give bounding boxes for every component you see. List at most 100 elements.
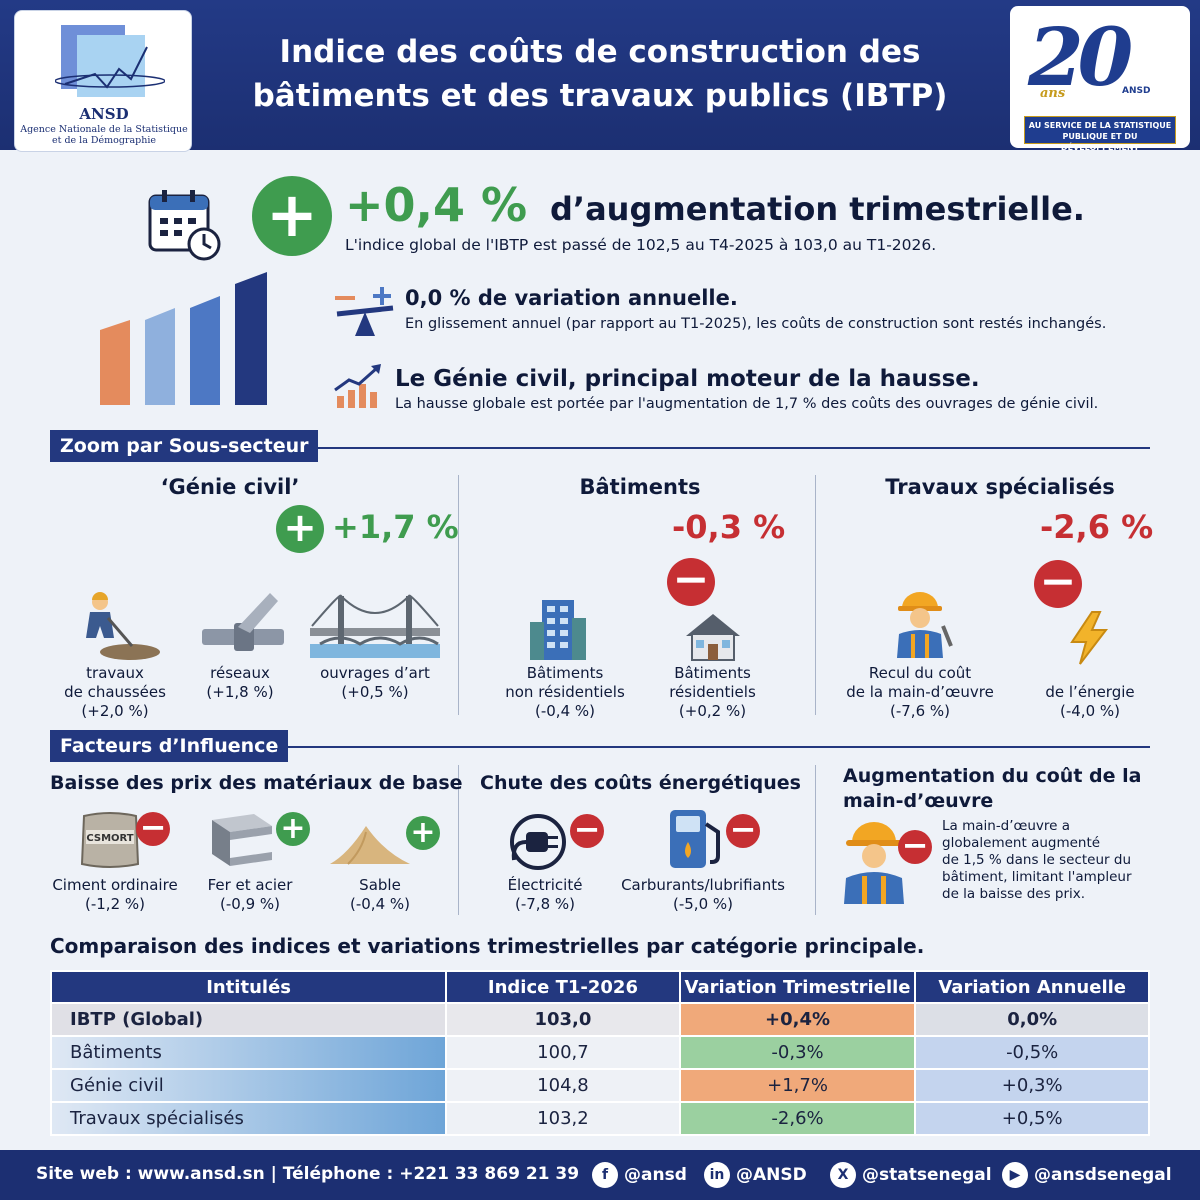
calendar-clock-icon	[148, 190, 221, 261]
driver-title: Le Génie civil, principal moteur de la h…	[395, 366, 980, 392]
item-labour-cost-label1: Recul du coût	[868, 664, 972, 682]
cement-minus-icon: −	[136, 811, 170, 846]
item-road-works-label1: travaux	[86, 664, 144, 682]
header-banner	[0, 0, 1200, 150]
fuel-pump-icon	[670, 810, 720, 868]
labour-title: Augmentation du coût de la main-d’œuvre	[843, 764, 1141, 814]
anniversary-band: AU SERVICE DE LA STATISTIQUE PUBLIQUE ET…	[1024, 116, 1176, 152]
item-labour-cost-value: (-7,6 %)	[890, 702, 950, 720]
logo-swoosh-icon	[55, 46, 165, 89]
ansd-logo: ANSD Agence Nationale de la Statistique …	[14, 10, 192, 152]
column-divider	[815, 475, 816, 715]
title-line-2: bâtiments et des travaux publics (IBTP)	[252, 78, 948, 114]
linkedin-icon: in	[704, 1162, 730, 1188]
item-road-works: travaux de chaussées (+2,0 %)	[60, 664, 170, 721]
anniversary-badge: 20 ans ANSD AU SERVICE DE LA STATISTIQUE…	[1010, 6, 1190, 152]
item-energy-label2: (-4,0 %)	[1060, 702, 1120, 720]
item-residential-label2: résidentiels	[669, 683, 756, 701]
sand-pile-icon	[330, 826, 410, 865]
social-youtube[interactable]: ▶ @ansdsenegal	[1002, 1162, 1172, 1188]
table-cell: -0,5%	[914, 1035, 1150, 1070]
lightning-icon	[1070, 611, 1109, 665]
x-handle: @statsenegal	[862, 1165, 992, 1185]
travaux-title: Travaux spécialisés	[885, 475, 1115, 499]
item-fuel-value: (-5,0 %)	[673, 895, 733, 913]
facebook-handle: @ansd	[624, 1165, 687, 1185]
construction-worker-icon	[897, 592, 953, 658]
balance-scale-icon	[335, 287, 394, 336]
fuel-minus-icon: −	[726, 813, 760, 848]
anniversary-number: 20	[1028, 10, 1133, 104]
item-steel: Fer et acier (-0,9 %)	[195, 876, 305, 914]
item-non-residential: Bâtiments non résidentiels (-0,4 %)	[490, 664, 640, 721]
logo-acronym: ANSD	[79, 105, 129, 123]
item-residential: Bâtiments résidentiels (+0,2 %)	[655, 664, 770, 721]
table-header-cell: Variation Trimestrielle	[678, 970, 917, 1004]
quarterly-change-title: d’augmentation trimestrielle.	[550, 190, 1085, 228]
item-non-residential-value: (-0,4 %)	[535, 702, 595, 720]
social-facebook[interactable]: f @ansd	[592, 1162, 687, 1188]
item-cement-value: (-1,2 %)	[85, 895, 145, 913]
item-structures-label1: ouvrages d’art	[320, 664, 430, 682]
labour-text-line: La main-d’œuvre a	[942, 818, 1071, 834]
table-row: IBTP (Global) 103,0 +0,4% 0,0%	[49, 1002, 1150, 1037]
quarterly-change-subtitle: L'indice global de l'IBTP est passé de 1…	[345, 236, 937, 254]
energy-title: Chute des coûts énergétiques	[480, 772, 801, 794]
labour-title-line1: Augmentation du coût de la	[843, 765, 1142, 787]
electric-plug-icon	[510, 814, 566, 870]
item-energy-label1: de l’énergie	[1045, 683, 1135, 701]
item-cement: Ciment ordinaire (-1,2 %)	[40, 876, 190, 914]
column-divider	[815, 765, 816, 915]
item-non-residential-label2: non résidentiels	[505, 683, 625, 701]
x-icon: X	[830, 1162, 856, 1188]
labour-title-line2: main-d’œuvre	[843, 790, 994, 812]
cement-bag-icon: CSMORT	[80, 812, 140, 868]
zoom-divider	[50, 447, 1150, 449]
item-energy: de l’énergie (-4,0 %)	[1030, 683, 1150, 721]
factors-heading: Facteurs d’Influence	[50, 730, 289, 762]
genie-civil-title: ‘Génie civil’	[160, 475, 300, 499]
social-x[interactable]: X @statsenegal	[830, 1162, 992, 1188]
anniversary-unit: ans	[1040, 86, 1066, 101]
item-labour-cost-label2: de la main-d’œuvre	[846, 683, 994, 701]
table-cell: 103,2	[445, 1101, 681, 1136]
item-residential-label1: Bâtiments	[674, 664, 751, 682]
item-networks-label1: réseaux	[210, 664, 270, 682]
item-networks: réseaux (+1,8 %)	[190, 664, 290, 702]
table-header-cell: Variation Annuelle	[914, 970, 1150, 1004]
footer: Site web : www.ansd.sn | Téléphone : +22…	[0, 1150, 1200, 1200]
labour-text-line: de 1,5 % dans le secteur du	[942, 852, 1131, 868]
item-networks-label2: (+1,8 %)	[206, 683, 274, 701]
electricity-minus-icon: −	[570, 813, 604, 848]
batiments-minus-icon: −	[667, 558, 715, 606]
item-road-works-label2: de chaussées	[64, 683, 166, 701]
table-cell: 103,0	[445, 1002, 681, 1037]
sand-plus-icon: +	[406, 816, 440, 850]
driver-subtitle: La hausse globale est portée par l'augme…	[395, 396, 1099, 412]
rising-bars-icon	[100, 272, 267, 405]
travaux-minus-icon: −	[1034, 560, 1082, 608]
item-electricity-label: Électricité	[507, 876, 583, 894]
travaux-value: -2,6 %	[1040, 508, 1154, 546]
table-cell: Génie civil	[49, 1068, 448, 1103]
table-cell: Travaux spécialisés	[49, 1101, 448, 1136]
road-worker-icon	[86, 592, 160, 660]
steel-beam-icon	[212, 814, 272, 866]
table-row: Travaux spécialisés 103,2 -2,6% +0,5%	[49, 1101, 1150, 1136]
labour-text-line: de la baisse des prix.	[942, 886, 1086, 902]
worker-helmet-icon	[844, 822, 904, 904]
table-cell: 104,8	[445, 1068, 681, 1103]
social-linkedin[interactable]: in @ANSD	[704, 1162, 807, 1188]
page-title: Indice des coûts de construction des bât…	[200, 30, 1000, 118]
cement-bag-text: CSMORT	[86, 833, 133, 844]
labour-text: La main-d’œuvre a globalement augmenté d…	[942, 818, 1162, 903]
annual-change-title: 0,0 % de variation annuelle.	[405, 286, 738, 310]
footer-contact[interactable]: Site web : www.ansd.sn | Téléphone : +22…	[36, 1164, 580, 1184]
youtube-handle: @ansdsenegal	[1034, 1165, 1172, 1185]
table-header-row: Intitulés Indice T1-2026 Variation Trime…	[49, 970, 1150, 1004]
logo-name: Agence Nationale de la Statistique et de…	[20, 124, 188, 146]
office-building-icon	[530, 600, 586, 660]
house-icon	[686, 614, 740, 661]
steel-plus-icon: +	[276, 812, 310, 846]
factors-divider	[50, 746, 1150, 748]
